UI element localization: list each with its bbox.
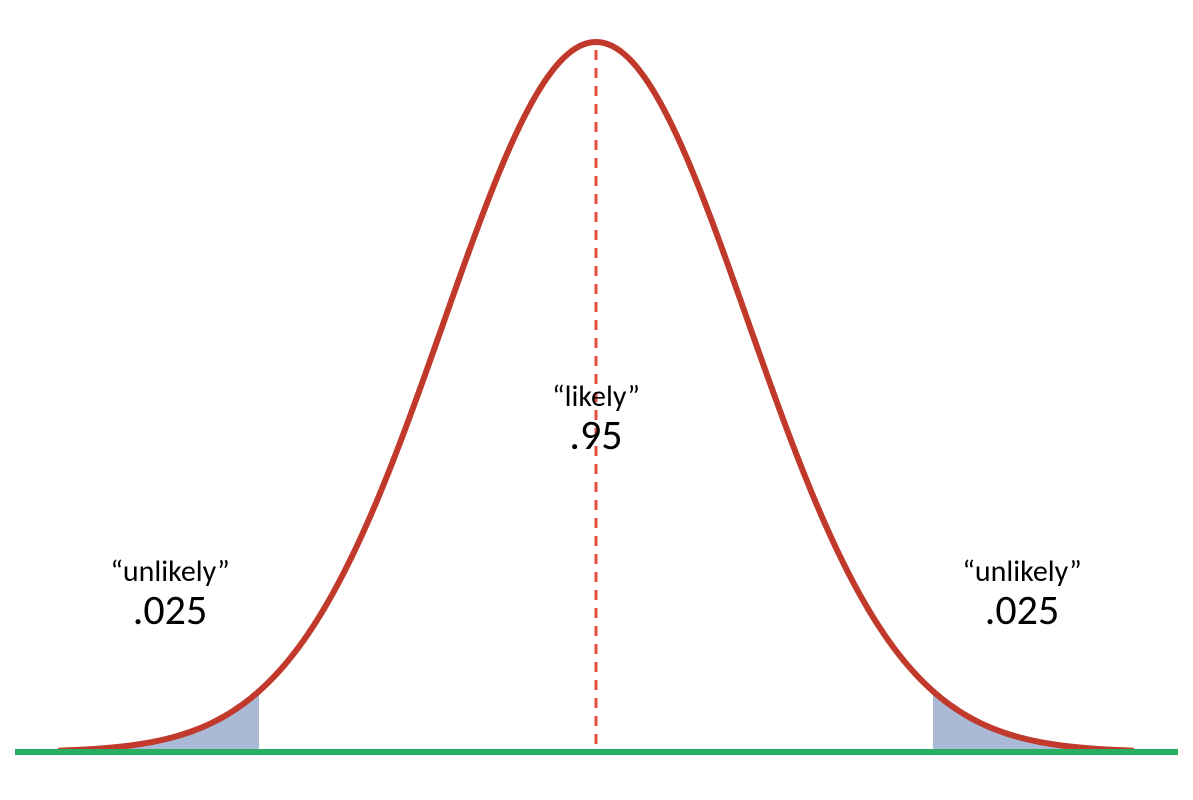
center-label-title: “likely” <box>476 380 716 413</box>
left-tail-label-value: .025 <box>50 588 290 634</box>
right-tail-label: “unlikely” .025 <box>902 555 1142 634</box>
right-tail-label-title: “unlikely” <box>902 555 1142 588</box>
left-tail-label: “unlikely” .025 <box>50 555 290 634</box>
center-label-value: .95 <box>476 413 716 459</box>
left-tail-label-title: “unlikely” <box>50 555 290 588</box>
center-label: “likely” .95 <box>476 380 716 459</box>
right-tail-label-value: .025 <box>902 588 1142 634</box>
